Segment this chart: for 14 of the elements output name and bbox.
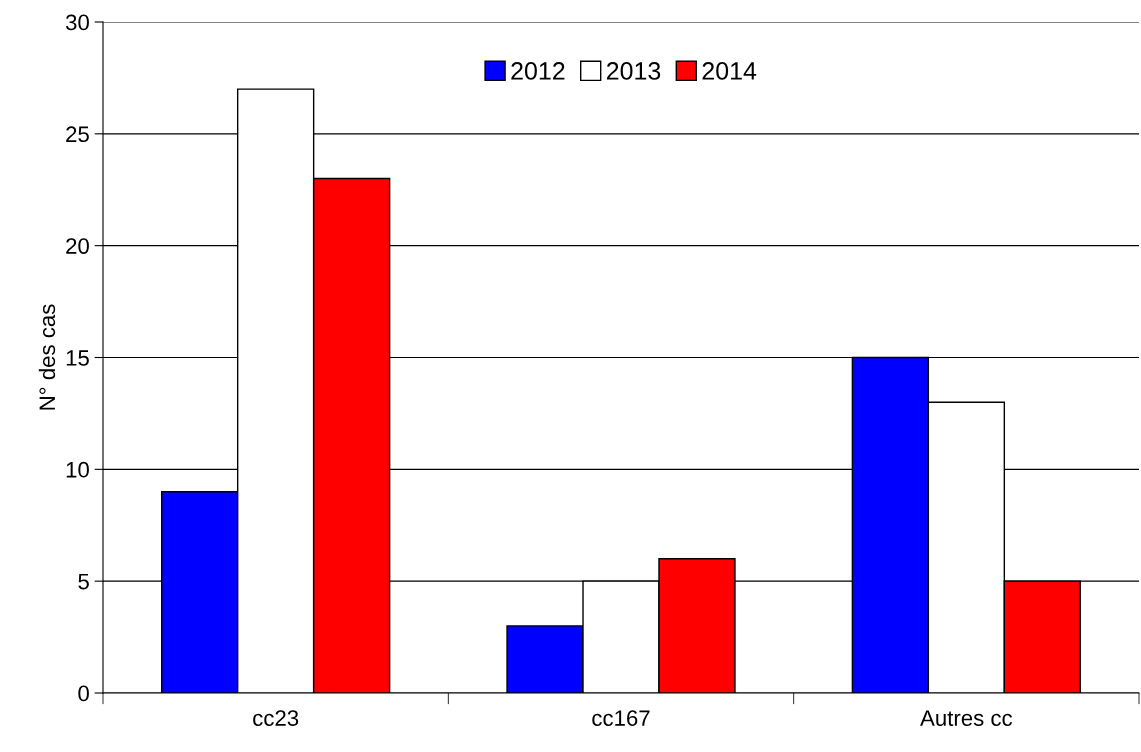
y-tick-label: 25 [66,126,89,143]
y-tick-label: 10 [66,461,89,478]
legend-label: 2012 [511,62,565,80]
y-tick-label: 15 [66,350,89,366]
y-tick-label: 20 [66,238,89,254]
x-tick-label: cc167 [592,710,650,726]
x-tick-label: cc23 [253,710,299,726]
y-tick-label: 5 [78,573,89,590]
y-axis-title: N° des cas [38,304,56,410]
y-tick-label: 30 [65,14,89,31]
y-tick-label: 0 [78,685,89,702]
x-tick-label: Autres cc [920,710,1013,726]
legend-label: 2014 [702,62,757,80]
legend-label: 2013 [606,62,661,80]
